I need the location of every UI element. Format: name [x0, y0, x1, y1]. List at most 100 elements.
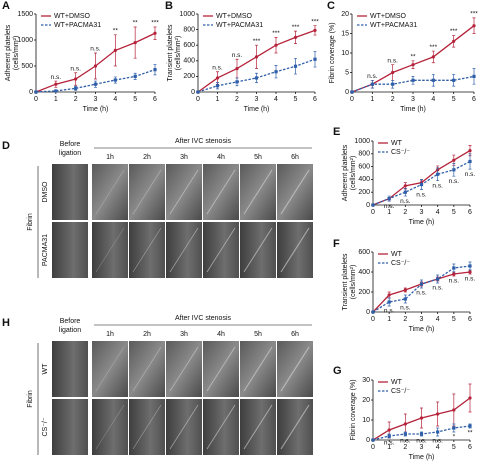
x-axis-label: Time (h)	[409, 454, 435, 461]
significance-label: n.s.	[449, 178, 460, 185]
time-label: 2h	[143, 154, 151, 161]
data-point	[468, 159, 472, 164]
time-label: 1h	[106, 154, 114, 161]
x-tick-label: 1	[387, 316, 391, 323]
time-label: 3h	[180, 154, 188, 161]
time-label: 4h	[217, 154, 225, 161]
significance-label: n.s.	[90, 46, 101, 53]
y-axis-label: (cells/mm²)	[350, 265, 357, 300]
row-label: DMSO	[42, 181, 49, 203]
micrograph	[52, 399, 88, 455]
significance-label: ***	[272, 30, 280, 37]
y-tick-label: 0	[29, 89, 33, 96]
fiber	[132, 404, 162, 450]
data-point	[235, 67, 239, 71]
fiber	[206, 346, 236, 392]
fiber	[243, 346, 273, 392]
significance-label: ***	[470, 11, 478, 18]
fiber	[206, 227, 236, 273]
y-tick-label: 500	[21, 63, 33, 70]
x-tick-label: 6	[313, 96, 317, 103]
data-point	[371, 438, 375, 442]
x-axis-label: Time (h)	[409, 326, 435, 333]
data-point	[468, 149, 472, 153]
fiber	[206, 169, 236, 215]
significance-label: n.s.	[384, 308, 395, 315]
significance-label: n.s.	[432, 285, 443, 292]
y-tick-label: 0	[191, 89, 195, 96]
x-tick-label: 1	[387, 444, 391, 451]
fiber	[280, 346, 310, 392]
y-tick-label: 10	[341, 50, 349, 57]
x-tick-label: 1	[370, 96, 374, 103]
x-tick-label: 3	[420, 209, 424, 216]
after-label: After IVC stenosis	[175, 315, 232, 322]
x-tick-label: 0	[34, 96, 38, 103]
fiber	[132, 346, 162, 392]
legend-label: CS⁻/⁻	[391, 388, 410, 395]
significance-label: **	[467, 430, 473, 437]
y-tick-label: 800	[183, 26, 195, 33]
data-point	[419, 182, 424, 187]
significance-label: n.s.	[51, 74, 62, 81]
micrograph	[52, 222, 88, 278]
data-point	[54, 89, 58, 93]
y-tick-label: 20	[341, 11, 349, 18]
legend-label: WT	[391, 251, 403, 258]
fiber	[169, 227, 199, 273]
y-tick-label: 400	[358, 269, 370, 276]
micrograph	[52, 164, 88, 220]
significance-label: n.s.	[400, 305, 411, 312]
time-label: 2h	[143, 331, 151, 338]
data-point	[419, 432, 424, 436]
data-point	[452, 78, 456, 82]
x-tick-label: 2	[235, 96, 239, 103]
legend-label: WT+PACMA31	[216, 22, 263, 29]
data-point	[293, 35, 298, 40]
y-tick-label: 0	[366, 309, 370, 316]
significance-label: ***	[450, 28, 458, 35]
y-tick-label: 15	[341, 30, 349, 37]
significance-label: ***	[253, 38, 261, 45]
fiber	[132, 169, 162, 215]
fiber	[243, 169, 273, 215]
data-point	[387, 293, 391, 297]
data-point	[93, 82, 98, 86]
significance-label: **	[410, 54, 416, 61]
fiber	[243, 404, 273, 450]
data-point	[370, 82, 374, 86]
fiber	[169, 346, 199, 392]
data-point	[74, 86, 78, 90]
before-label: ligation	[59, 327, 81, 334]
x-tick-label: 6	[153, 96, 157, 103]
stain-label: Fibrin	[27, 390, 34, 408]
x-tick-label: 5	[294, 96, 298, 103]
micrograph	[52, 341, 88, 397]
y-tick-label: 800	[358, 151, 370, 158]
x-tick-label: 2	[403, 444, 407, 451]
x-tick-label: 5	[452, 316, 456, 323]
significance-label: n.s.	[465, 276, 476, 283]
y-tick-label: 1000	[179, 11, 195, 18]
panel-letter: C	[327, 0, 335, 12]
legend-label: WT+PACMA31	[54, 22, 101, 29]
y-tick-label: 600	[358, 249, 370, 256]
x-axis-label: Time (h)	[409, 219, 435, 226]
data-point	[419, 282, 424, 286]
significance-label: n.s.	[400, 438, 411, 445]
y-axis-label: Fibrin coverage (%)	[350, 379, 357, 440]
data-point	[350, 90, 354, 94]
y-axis-label: Adherent platelets	[5, 24, 12, 81]
x-tick-label: 4	[431, 96, 435, 103]
y-tick-label: 0	[366, 202, 370, 209]
fiber	[95, 404, 125, 450]
x-tick-label: 1	[216, 96, 220, 103]
data-point	[468, 264, 472, 268]
row-label: PACMA31	[42, 234, 49, 266]
x-axis-label: Time (h)	[244, 106, 270, 113]
y-tick-label: 400	[358, 176, 370, 183]
x-axis-label: Time (h)	[400, 106, 426, 113]
significance-label: n.s.	[232, 52, 243, 59]
data-point	[431, 78, 435, 82]
